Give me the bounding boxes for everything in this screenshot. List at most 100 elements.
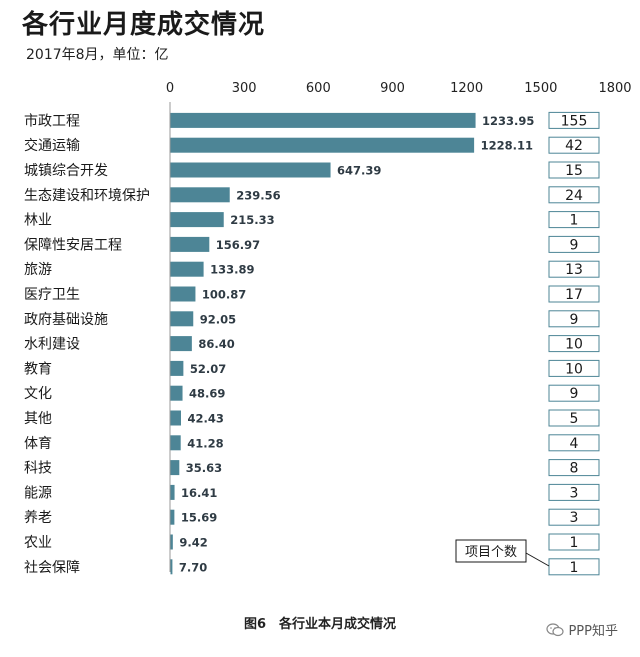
- data-label: 647.39: [337, 164, 381, 178]
- project-count-value: 13: [565, 262, 583, 278]
- data-label: 1233.95: [482, 114, 534, 128]
- page-subtitle: 2017年8月，单位：亿: [26, 47, 169, 63]
- category-label: 交通运输: [24, 137, 80, 154]
- project-count-value: 17: [565, 287, 583, 303]
- category-label: 社会保障: [24, 560, 80, 576]
- project-count-callout-label: 项目个数: [465, 545, 517, 560]
- project-count-box: [548, 186, 600, 204]
- project-count-value: 1: [570, 535, 579, 551]
- category-label: 生态建设和环境保护: [24, 188, 150, 204]
- bar: [170, 236, 210, 252]
- data-label: 48.69: [189, 387, 225, 401]
- category-label: 政府基础设施: [24, 311, 108, 328]
- x-tick-label: 1200: [450, 81, 483, 96]
- bar: [170, 460, 180, 476]
- category-label: 能源: [24, 485, 52, 501]
- bar: [170, 187, 230, 203]
- project-count-box: [548, 310, 600, 328]
- brand-text: PPP知乎: [568, 624, 618, 639]
- bar: [170, 311, 194, 327]
- data-label: 92.05: [200, 312, 236, 326]
- page-title: 各行业月度成交情况: [22, 10, 266, 40]
- data-label: 239.56: [236, 188, 280, 202]
- category-label: 保障性安居工程: [24, 237, 122, 253]
- data-label: 35.63: [186, 461, 222, 475]
- bar: [170, 112, 476, 128]
- x-tick-label: 600: [306, 81, 331, 96]
- project-count-value: 10: [565, 337, 583, 353]
- bar: [170, 212, 224, 228]
- data-label: 7.70: [179, 560, 207, 574]
- project-count-value: 9: [570, 312, 579, 328]
- data-label: 100.87: [202, 288, 246, 302]
- project-count-box: [548, 384, 600, 402]
- category-label: 教育: [24, 361, 52, 377]
- category-label: 其他: [24, 411, 52, 427]
- project-count-box: [548, 136, 600, 154]
- bar: [170, 360, 184, 376]
- x-tick-label: 900: [380, 81, 405, 96]
- project-count-callout-box: [455, 539, 527, 563]
- data-label: 86.40: [198, 337, 234, 351]
- project-count-value: 3: [570, 510, 579, 526]
- x-tick-label: 1500: [524, 81, 557, 96]
- data-label: 133.89: [210, 263, 254, 277]
- project-count-box: [548, 111, 600, 129]
- project-count-box: [548, 335, 600, 353]
- wechat-icon: [546, 622, 565, 636]
- data-label: 1228.11: [481, 139, 533, 153]
- category-label: 水利建设: [24, 337, 80, 353]
- bar: [170, 410, 181, 426]
- project-count-value: 9: [570, 386, 579, 402]
- data-label: 42.43: [187, 412, 223, 426]
- project-count-value: 3: [570, 485, 579, 501]
- bar: [170, 484, 175, 500]
- project-count-value: 42: [565, 138, 583, 154]
- category-label: 旅游: [24, 262, 52, 278]
- bar: [170, 509, 175, 525]
- bar: [170, 286, 196, 302]
- data-label: 16.41: [181, 486, 217, 500]
- bar: [170, 435, 181, 451]
- category-label: 农业: [24, 535, 52, 551]
- category-label: 体育: [24, 436, 52, 452]
- project-count-box: [548, 235, 600, 253]
- x-tick-label: 1800: [598, 81, 631, 96]
- project-count-box: [548, 409, 600, 427]
- bar: [170, 261, 204, 277]
- x-tick-label: 0: [166, 81, 174, 96]
- data-label: 41.28: [187, 436, 223, 450]
- bar: [170, 559, 173, 575]
- project-count-value: 4: [570, 436, 579, 452]
- project-count-value: 9: [570, 237, 579, 253]
- category-label: 文化: [24, 386, 52, 402]
- category-label: 养老: [24, 510, 52, 526]
- project-count-value: 8: [570, 461, 579, 477]
- category-label: 城镇综合开发: [24, 163, 108, 179]
- bar: [170, 162, 331, 178]
- project-count-box: [548, 508, 600, 526]
- project-count-box: [548, 483, 600, 501]
- category-label: 科技: [24, 461, 52, 477]
- project-count-box: [548, 260, 600, 278]
- brand-mark: PPP知乎: [546, 620, 618, 639]
- project-count-box: [548, 558, 600, 576]
- category-label: 医疗卫生: [24, 287, 80, 303]
- data-label: 15.69: [181, 511, 217, 525]
- data-label: 156.97: [216, 238, 260, 252]
- project-count-value: 1: [570, 560, 579, 576]
- data-label: 52.07: [190, 362, 226, 376]
- bar: [170, 534, 173, 550]
- project-count-box: [548, 161, 600, 179]
- project-count-box: [548, 533, 600, 551]
- data-label: 9.42: [179, 536, 207, 550]
- project-count-value: 15: [565, 163, 583, 179]
- project-count-box: [548, 459, 600, 477]
- x-tick-label: 300: [232, 81, 257, 96]
- category-label: 市政工程: [24, 112, 80, 129]
- bar: [170, 385, 183, 401]
- data-label: 215.33: [230, 213, 274, 227]
- figure-caption: 图6 各行业本月成交情况: [243, 617, 397, 632]
- project-count-box: [548, 285, 600, 303]
